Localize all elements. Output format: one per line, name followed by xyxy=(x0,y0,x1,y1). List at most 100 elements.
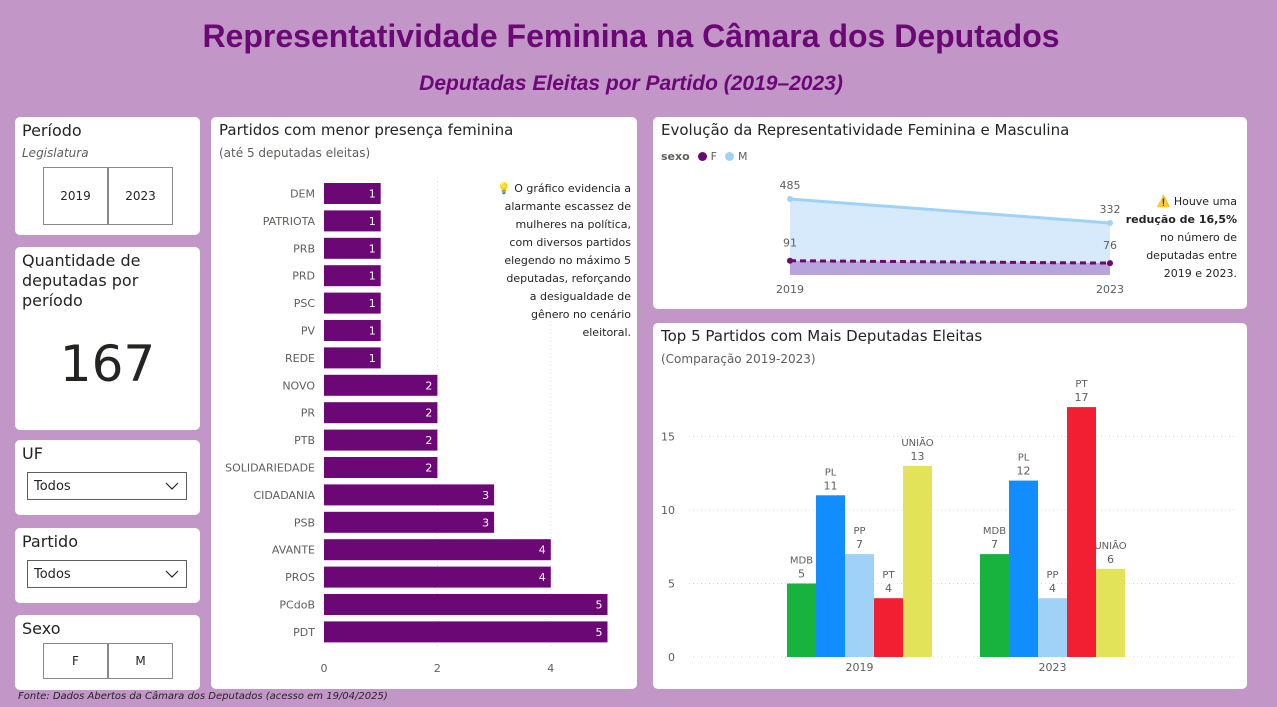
party-label-pt-2019: PT xyxy=(882,570,895,581)
low-presence-chart-title: Partidos com menor presença feminina xyxy=(219,121,514,139)
bar-patriota xyxy=(324,210,381,232)
bar-pv xyxy=(324,320,381,341)
category-label-prd: PRD xyxy=(292,270,315,283)
bar-pl-2019 xyxy=(816,495,845,657)
category-label-ptb: PTB xyxy=(294,434,315,447)
data-label-pros: 4 xyxy=(539,571,546,584)
bar-rede xyxy=(324,347,381,369)
line-f xyxy=(789,259,1111,265)
evolution-note-bold: redução de 16,5% xyxy=(1125,213,1237,226)
data-label-m-2019: 485 xyxy=(780,179,801,192)
bar-mdb-2019 xyxy=(787,583,816,657)
data-label-m-2023: 332 xyxy=(1100,203,1121,216)
bar-pdt xyxy=(324,621,608,643)
source-footer: Fonte: Dados Abertos da Câmara dos Deput… xyxy=(18,691,388,702)
data-label-uni-o-2023: 6 xyxy=(1107,553,1114,566)
page-subtitle: Deputadas Eleitas por Partido (2019–2023… xyxy=(419,72,843,95)
partido-dropdown[interactable]: Todos xyxy=(27,560,187,588)
category-label-prb: PRB xyxy=(293,242,315,255)
party-label-uni-o-2019: UNIÃO xyxy=(901,436,933,449)
sexo-option-f[interactable]: F xyxy=(43,643,108,679)
sexo-option-m[interactable]: M xyxy=(108,643,173,679)
bar-pp-2019 xyxy=(845,554,874,657)
bar-pl-2023 xyxy=(1009,480,1038,657)
uf-dropdown[interactable]: Todos xyxy=(27,472,187,500)
data-label-avante: 4 xyxy=(539,544,546,557)
top5-chart-title: Top 5 Partidos com Mais Deputadas Eleita… xyxy=(661,327,983,345)
x-tick-label: 2023 xyxy=(1039,661,1067,674)
party-label-mdb-2023: MDB xyxy=(983,526,1006,537)
data-label-cidadania: 3 xyxy=(482,489,489,502)
line-m xyxy=(789,197,1111,225)
data-label-f-2019: 91 xyxy=(783,237,797,250)
data-label-solidariedade: 2 xyxy=(425,462,432,475)
legend-dot-f xyxy=(697,152,707,161)
uf-slicer-title: UF xyxy=(22,444,43,463)
category-label-cidadania: CIDADANIA xyxy=(253,489,315,502)
bar-pr xyxy=(324,402,438,424)
data-label-pt-2023: 17 xyxy=(1075,391,1089,404)
data-label-mdb-2023: 7 xyxy=(991,538,998,551)
party-label-pl-2023: PL xyxy=(1018,453,1030,464)
category-label-pr: PR xyxy=(301,407,316,420)
evolution-area-chart: 485 332 91 76 2019 2023 xyxy=(776,179,1124,296)
periodo-slicer-subtitle: Legislatura xyxy=(22,146,89,160)
bar-uni-o-2019 xyxy=(903,465,932,657)
data-label-prb: 1 xyxy=(369,242,376,255)
bar-pros xyxy=(324,566,551,588)
bar-pcdob xyxy=(324,594,608,615)
chevron-down-icon xyxy=(165,482,179,490)
point-m-2023 xyxy=(1107,219,1113,226)
bar-psc xyxy=(324,292,381,314)
party-label-pp-2023: PP xyxy=(1046,570,1058,581)
periodo-option-2023[interactable]: 2023 xyxy=(108,167,173,225)
data-label-pp-2023: 4 xyxy=(1049,582,1056,595)
low-presence-annotation: 💡 O gráfico evidencia a alarmante escass… xyxy=(497,182,631,339)
y-tick-label: 0 xyxy=(668,651,675,664)
point-f-2019 xyxy=(787,257,793,264)
bar-novo xyxy=(324,374,438,396)
point-m-2019 xyxy=(787,196,793,202)
category-label-psb: PSB xyxy=(294,516,315,529)
data-label-pp-2019: 7 xyxy=(856,538,863,551)
evolution-legend: sexo F M xyxy=(661,150,748,163)
periodo-slicer-card: Período Legislatura 2019 2023 xyxy=(15,117,200,235)
evolution-note-suffix: no número de deputadas entre 2019 e 2023… xyxy=(1146,231,1237,280)
bar-ptb xyxy=(324,429,438,451)
data-label-pdt: 5 xyxy=(596,626,603,639)
data-label-novo: 2 xyxy=(425,379,432,392)
category-label-rede: REDE xyxy=(285,352,315,365)
bar-solidariedade xyxy=(324,457,438,478)
category-label-novo: NOVO xyxy=(282,379,315,392)
evolution-note: ⚠️ Houve uma redução de 16,5% no número … xyxy=(1119,193,1237,283)
x-tick-label: 2019 xyxy=(776,283,804,296)
chevron-down-icon xyxy=(165,570,179,578)
bar-uni-o-2023 xyxy=(1096,568,1125,657)
data-label-psc: 1 xyxy=(369,297,376,310)
category-label-avante: AVANTE xyxy=(272,544,315,557)
partido-slicer-card: Partido Todos xyxy=(15,528,200,603)
x-tick-label: 2 xyxy=(434,662,441,675)
party-label-pl-2019: PL xyxy=(825,467,837,478)
data-label-pv: 1 xyxy=(369,325,376,338)
data-label-pt-2019: 4 xyxy=(885,582,892,595)
bar-psb xyxy=(324,511,495,533)
low-presence-bar-chart: 0 2 4 DEM 1 PATRIOTA 1 PRB 1 PRD 1 PSC 1 PV 1 REDE 1 NOVO… xyxy=(225,177,608,675)
data-label-f-2023: 76 xyxy=(1103,239,1117,252)
party-label-pt-2023: PT xyxy=(1075,379,1088,390)
data-label-psb: 3 xyxy=(482,516,489,529)
category-label-pv: PV xyxy=(301,325,316,338)
evolution-chart-card: Evolução da Representatividade Feminina … xyxy=(653,117,1247,309)
data-label-pcdob: 5 xyxy=(596,599,603,612)
bar-mdb-2023 xyxy=(980,554,1009,657)
kpi-title: Quantidade de deputadas por período xyxy=(22,251,141,310)
sexo-slicer-card: Sexo F M xyxy=(15,615,200,690)
kpi-card: Quantidade de deputadas por período 167 xyxy=(15,247,200,430)
bar-prb xyxy=(324,237,381,259)
y-tick-label: 10 xyxy=(661,504,675,517)
bar-pt-2019 xyxy=(874,598,903,657)
x-tick-label: 4 xyxy=(547,662,554,675)
evolution-note-prefix: ⚠️ Houve uma xyxy=(1156,195,1237,208)
periodo-option-2019[interactable]: 2019 xyxy=(43,167,108,225)
y-tick-label: 15 xyxy=(661,431,675,444)
